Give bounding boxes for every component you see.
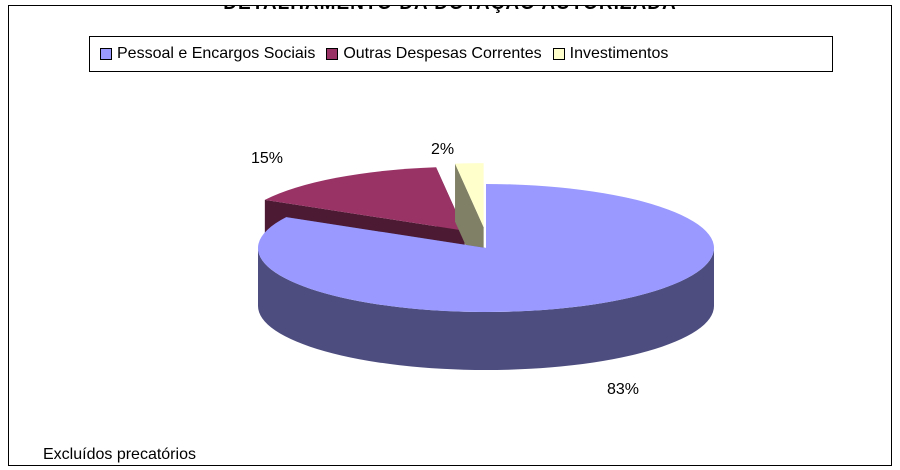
- chart-title: DETALHAMENTO DA DOTAÇÃO AUTORIZADA: [9, 6, 891, 15]
- legend-label-investimentos: Investimentos: [569, 45, 669, 62]
- pie-slice-top-1: [264, 167, 465, 231]
- pie-slice-top-0: [258, 184, 715, 312]
- footnote: Excluídos precatórios: [43, 446, 196, 463]
- legend-item-outras: Outras Despesas Correntes: [326, 45, 542, 63]
- legend-item-investimentos: Investimentos: [552, 45, 669, 63]
- data-label-1: 15%: [251, 150, 283, 167]
- legend-swatch-outras: [326, 48, 339, 60]
- data-label-0: 83%: [607, 381, 639, 398]
- chart-legend: Pessoal e Encargos Sociais Outras Despes…: [89, 36, 833, 72]
- legend-item-pessoal: Pessoal e Encargos Sociais: [100, 45, 315, 63]
- legend-label-outras: Outras Despesas Correntes: [343, 45, 542, 62]
- legend-swatch-investimentos: [552, 48, 565, 60]
- pie-slice-0: [258, 184, 715, 370]
- legend-label-pessoal: Pessoal e Encargos Sociais: [117, 45, 316, 62]
- legend-swatch-pessoal: [100, 48, 112, 60]
- pie-slice-top-2: [455, 163, 484, 228]
- pie-slice-side-0: [258, 248, 714, 370]
- chart-area: DETALHAMENTO DA DOTAÇÃO AUTORIZADA Pesso…: [8, 5, 892, 466]
- pie-chart: 83% 15% 2%: [251, 141, 715, 398]
- data-label-2: 2%: [431, 141, 454, 158]
